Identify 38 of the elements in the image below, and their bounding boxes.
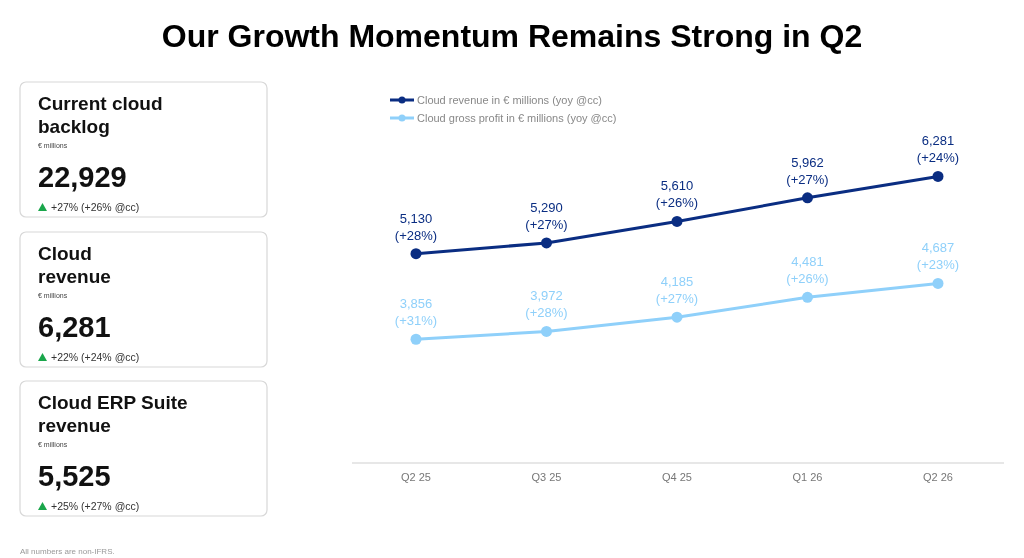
text: +25% (+27% @cc) — [51, 500, 140, 512]
point — [932, 277, 944, 289]
text: 5,525 — [38, 460, 111, 492]
text: Current cloud backlog — [38, 93, 163, 137]
data-label: 5,962 (+27%) — [786, 154, 829, 187]
legend-label: Cloud revenue in € millions (yoy @cc) — [417, 94, 602, 106]
data-label: 4,687 (+23%) — [916, 240, 960, 273]
text: Cloud revenue — [38, 243, 111, 287]
data-label: 3,856 (+31%) — [394, 296, 438, 329]
chart-title: Our Growth Momentum Remains Strong in Q2 — [161, 18, 863, 54]
text: +22% (+24% @cc) — [51, 351, 140, 363]
point — [410, 333, 422, 345]
legend-label: Cloud gross profit in € millions (yoy @cc) — [417, 112, 617, 124]
text: +27% (+26% @cc) — [51, 201, 140, 213]
text: 22,929 — [38, 161, 127, 193]
point — [410, 248, 422, 260]
point — [541, 237, 552, 249]
data-label: 4,185 (+27%) — [655, 274, 699, 307]
data-label: 5,610 (+26%) — [655, 178, 699, 211]
point — [671, 215, 683, 227]
point — [541, 325, 552, 337]
x-tick-label: Q3 25 — [531, 471, 562, 483]
point — [802, 291, 813, 303]
data-label: 3,972 (+28%) — [525, 288, 568, 321]
x-tick-label: Q2 25 — [401, 471, 431, 483]
point — [802, 192, 813, 204]
data-label: 5,290 (+27%) — [525, 199, 568, 232]
x-tick-label: Q1 26 — [792, 471, 823, 483]
text: 6,281 — [38, 311, 111, 343]
text: Cloud ERP Suite revenue — [38, 392, 188, 436]
data-label: 4,481 (+26%) — [786, 254, 829, 287]
x-tick-label: Q4 25 — [662, 471, 692, 483]
point — [671, 311, 683, 323]
text: All numbers are non-IFRS. — [20, 547, 115, 556]
data-label: 6,281 (+24%) — [916, 133, 960, 166]
data-label: 5,130 (+28%) — [394, 210, 438, 243]
point — [932, 170, 944, 182]
x-tick-label: Q2 26 — [923, 471, 953, 483]
